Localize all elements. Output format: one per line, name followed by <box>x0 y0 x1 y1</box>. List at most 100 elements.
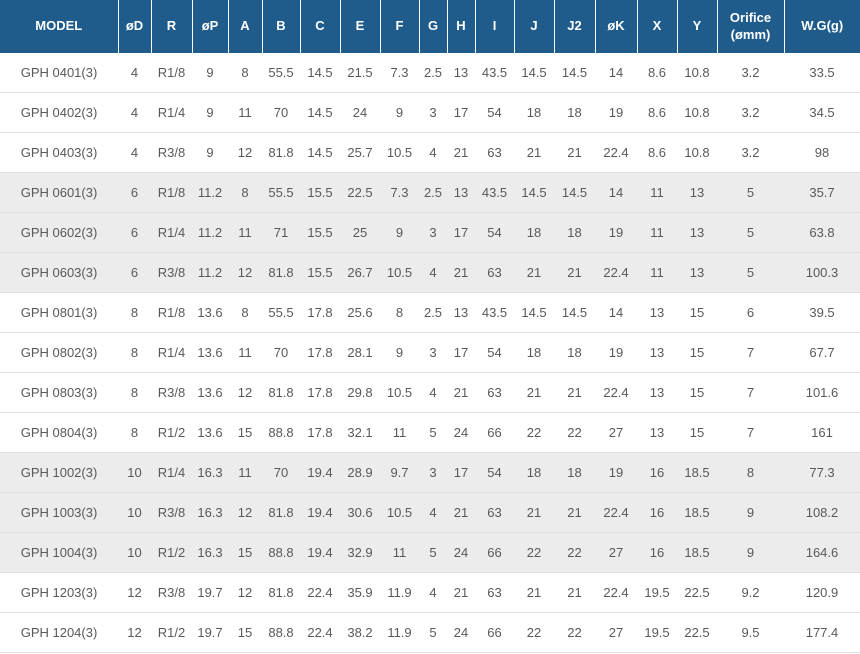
value-cell: 22.4 <box>595 372 637 413</box>
value-cell: 15 <box>228 532 262 573</box>
value-cell: 9.5 <box>717 612 784 653</box>
value-cell: 15.5 <box>300 212 340 253</box>
value-cell: 21 <box>447 252 475 293</box>
model-cell: GPH 1004(3) <box>0 532 118 573</box>
model-cell: GPH 1003(3) <box>0 492 118 533</box>
table-row: GPH 1003(3) 10 R3/8 16.3 12 81.8 19.4 30.6 10.5 4… <box>0 492 860 533</box>
value-cell: 18 <box>514 452 554 493</box>
value-cell: 22 <box>554 532 595 573</box>
value-cell: 10 <box>118 492 151 533</box>
value-cell: 8.6 <box>637 132 677 173</box>
model-cell: GPH 0603(3) <box>0 252 118 293</box>
value-cell: 18.5 <box>677 492 717 533</box>
value-cell: 29.8 <box>340 372 380 413</box>
value-cell: 12 <box>118 572 151 613</box>
value-cell: 11.2 <box>192 252 228 293</box>
model-cell: GPH 0402(3) <box>0 92 118 133</box>
value-cell: 66 <box>475 612 514 653</box>
value-cell: 19.5 <box>637 572 677 613</box>
value-cell: 10 <box>118 532 151 573</box>
value-cell: 81.8 <box>262 492 300 533</box>
value-cell: 10.5 <box>380 252 419 293</box>
value-cell: 8.6 <box>637 92 677 133</box>
value-cell: 19 <box>595 452 637 493</box>
table-row: GPH 0403(3) 4 R3/8 9 12 81.8 14.5 25.7 10.5 4 21 63… <box>0 132 860 173</box>
value-cell: 19 <box>595 92 637 133</box>
value-cell: 14 <box>595 172 637 213</box>
table-row: GPH 0402(3) 4 R1/4 9 11 70 14.5 24 9 3 17 54 18 18 19 8… <box>0 92 860 133</box>
value-cell: 18 <box>554 212 595 253</box>
value-cell: 5 <box>717 212 784 253</box>
value-cell: 10.8 <box>677 92 717 133</box>
value-cell: 10.5 <box>380 132 419 173</box>
value-cell: 3 <box>419 92 447 133</box>
model-cell: GPH 0403(3) <box>0 132 118 173</box>
value-cell: 19.4 <box>300 532 340 573</box>
value-cell: 35.9 <box>340 572 380 613</box>
column-header-model: MODEL <box>0 0 119 53</box>
table-row: GPH 0803(3) 8 R3/8 13.6 12 81.8 17.8 29.8 10.5 4 2… <box>0 372 860 413</box>
value-cell: 30.6 <box>340 492 380 533</box>
model-cell: GPH 0804(3) <box>0 412 118 453</box>
value-cell: 4 <box>419 252 447 293</box>
value-cell: 15 <box>677 292 717 333</box>
value-cell: 54 <box>475 92 514 133</box>
value-cell: 7.3 <box>380 53 419 93</box>
model-cell: GPH 0801(3) <box>0 292 118 333</box>
value-cell: 14.5 <box>554 53 595 93</box>
table-row: GPH 0602(3) 6 R1/4 11.2 11 71 15.5 25 9 3 17 54 18 18… <box>0 212 860 253</box>
table-body: GPH 0401(3) 4 R1/8 9 8 55.5 14.5 21.5 7.3 2.5 13 43… <box>0 53 860 653</box>
model-cell: GPH 0601(3) <box>0 172 118 213</box>
value-cell: R3/8 <box>151 252 192 293</box>
column-header-c: C <box>300 0 341 53</box>
value-cell: 4 <box>419 372 447 413</box>
value-cell: 8.6 <box>637 53 677 93</box>
value-cell: 21 <box>514 572 554 613</box>
value-cell: 19.7 <box>192 572 228 613</box>
value-cell: 16.3 <box>192 452 228 493</box>
value-cell: 18 <box>554 452 595 493</box>
value-cell: 9 <box>380 92 419 133</box>
value-cell: 8 <box>118 292 151 333</box>
value-cell: 11 <box>380 412 419 453</box>
value-cell: 14.5 <box>554 292 595 333</box>
value-cell: 15.5 <box>300 252 340 293</box>
value-cell: 3.2 <box>717 53 784 93</box>
value-cell: 21 <box>447 132 475 173</box>
value-cell: 8 <box>118 332 151 373</box>
value-cell: 14.5 <box>514 292 554 333</box>
value-cell: 6 <box>118 172 151 213</box>
value-cell: 8 <box>717 452 784 493</box>
value-cell: 26.7 <box>340 252 380 293</box>
table-row: GPH 1002(3) 10 R1/4 16.3 11 70 19.4 28.9 9.7 3 17 5… <box>0 452 860 493</box>
value-cell: 32.9 <box>340 532 380 573</box>
value-cell: 18 <box>514 212 554 253</box>
value-cell: 70 <box>262 452 300 493</box>
value-cell: 21 <box>554 252 595 293</box>
value-cell: 100.3 <box>784 252 860 293</box>
value-cell: 14.5 <box>514 53 554 93</box>
value-cell: R3/8 <box>151 372 192 413</box>
value-cell: 15 <box>228 412 262 453</box>
value-cell: 13 <box>637 372 677 413</box>
value-cell: 17 <box>447 332 475 373</box>
value-cell: 6 <box>118 212 151 253</box>
value-cell: 13 <box>677 252 717 293</box>
value-cell: 21 <box>514 132 554 173</box>
value-cell: 13 <box>637 292 677 333</box>
value-cell: 71 <box>262 212 300 253</box>
model-cell: GPH 1204(3) <box>0 612 118 653</box>
value-cell: 15 <box>677 412 717 453</box>
value-cell: 22 <box>554 612 595 653</box>
value-cell: 22 <box>514 532 554 573</box>
value-cell: 8 <box>228 172 262 213</box>
model-cell: GPH 0401(3) <box>0 53 118 93</box>
value-cell: 9 <box>192 92 228 133</box>
value-cell: 27 <box>595 612 637 653</box>
value-cell: 12 <box>228 372 262 413</box>
value-cell: 8 <box>228 53 262 93</box>
value-cell: 33.5 <box>784 53 860 93</box>
value-cell: 81.8 <box>262 372 300 413</box>
value-cell: 10 <box>118 452 151 493</box>
